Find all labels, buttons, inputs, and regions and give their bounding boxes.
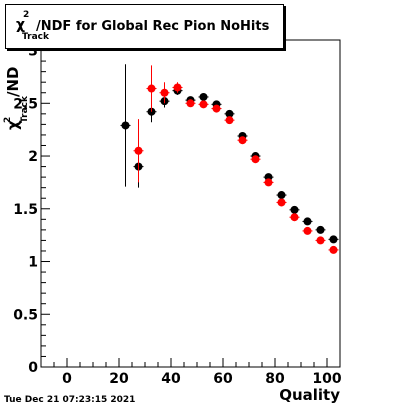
title-superscript: 2 xyxy=(23,10,30,20)
title-chi-symbol: χ xyxy=(16,17,26,33)
data-point xyxy=(173,83,182,92)
data-point xyxy=(277,191,286,200)
data-point xyxy=(225,116,234,125)
data-point xyxy=(316,225,325,234)
data-point xyxy=(121,121,130,130)
data-point xyxy=(212,104,221,113)
data-point xyxy=(186,99,195,108)
data-point xyxy=(316,236,325,245)
data-points xyxy=(120,64,339,254)
x-axis-ticks: 0 20 40 60 80 100 xyxy=(40,358,342,387)
data-point xyxy=(238,136,247,145)
data-point xyxy=(134,146,143,155)
data-point xyxy=(199,92,208,101)
y-tick-label: 0.5 xyxy=(13,307,38,323)
x-tick-label: 100 xyxy=(312,371,341,387)
x-tick-label: 60 xyxy=(213,371,233,387)
y-tick-label: 2.5 xyxy=(13,96,38,112)
data-point xyxy=(264,178,273,187)
y-tick-label: 0 xyxy=(28,360,38,376)
data-point xyxy=(290,213,299,222)
data-point xyxy=(303,226,312,235)
chart-title: /NDF for Global Rec Pion NoHits xyxy=(36,19,270,34)
data-point xyxy=(329,235,338,244)
data-point xyxy=(199,100,208,109)
data-point xyxy=(277,198,286,207)
x-tick-label: 40 xyxy=(161,371,181,387)
data-point xyxy=(303,217,312,226)
ylabel-sup: 2 xyxy=(3,117,13,123)
data-point xyxy=(290,205,299,214)
y-tick-label: 3 xyxy=(28,44,38,60)
y-axis-label: χ 2 Track /ND xyxy=(3,67,30,130)
data-point xyxy=(147,84,156,93)
timestamp: Tue Dec 21 07:23:15 2021 xyxy=(4,395,136,405)
ylabel-rest: /ND xyxy=(4,67,22,97)
data-point xyxy=(329,245,338,254)
data-point xyxy=(251,155,260,164)
x-tick-label: 80 xyxy=(265,371,285,387)
x-axis-label: Quality xyxy=(279,386,340,404)
data-point xyxy=(160,88,169,97)
y-tick-label: 1.5 xyxy=(13,202,38,218)
y-tick-label: 1 xyxy=(28,255,38,271)
y-tick-label: 2 xyxy=(28,149,38,165)
chart-title-box: χ 2 Track /NDF for Global Rec Pion NoHit… xyxy=(5,4,284,49)
title-subscript: Track xyxy=(22,32,49,42)
ylabel-chi: χ xyxy=(4,120,22,130)
data-point xyxy=(225,109,234,118)
plot-frame xyxy=(40,39,341,368)
ylabel-sub: Track xyxy=(20,95,30,123)
y-axis-ticks: 0 0.5 1 1.5 2 2.5 3 xyxy=(13,39,50,376)
x-tick-label: 20 xyxy=(109,371,129,387)
x-tick-label: 0 xyxy=(62,371,72,387)
